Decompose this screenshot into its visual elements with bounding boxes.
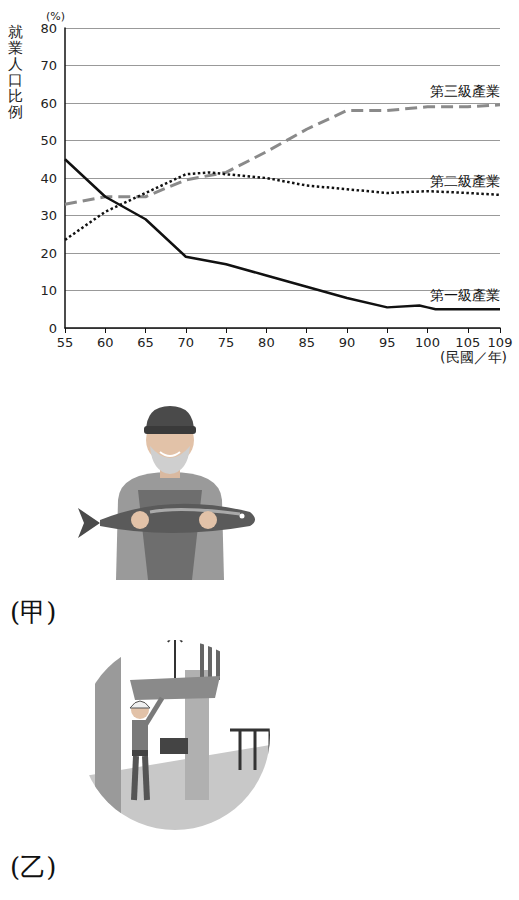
- svg-text:口: 口: [8, 71, 23, 89]
- svg-text:第一級產業: 第一級產業: [430, 287, 500, 303]
- svg-text:0: 0: [49, 321, 57, 336]
- svg-text:75: 75: [218, 335, 235, 350]
- svg-text:80: 80: [258, 335, 275, 350]
- svg-text:30: 30: [40, 208, 57, 223]
- html-text:(甲): (甲): [10, 597, 57, 627]
- svg-text:105: 105: [455, 335, 480, 350]
- svg-text:20: 20: [40, 246, 57, 261]
- svg-text:(民國／年): (民國／年): [440, 349, 507, 365]
- svg-text:90: 90: [339, 335, 356, 350]
- svg-text:40: 40: [40, 171, 57, 186]
- svg-text:第三級產業: 第三級產業: [430, 83, 500, 99]
- html-text:(乙): (乙): [10, 852, 57, 882]
- svg-text:10: 10: [40, 283, 57, 298]
- svg-text:100: 100: [415, 335, 440, 350]
- svg-text:第二級產業: 第二級產業: [430, 173, 500, 189]
- svg-text:50: 50: [40, 133, 57, 148]
- svg-text:業: 業: [8, 39, 23, 57]
- svg-text:60: 60: [40, 96, 57, 111]
- svg-text:80: 80: [40, 21, 57, 36]
- svg-text:70: 70: [178, 335, 195, 350]
- svg-text:85: 85: [298, 335, 315, 350]
- svg-text:70: 70: [40, 58, 57, 73]
- svg-text:55: 55: [57, 335, 74, 350]
- svg-text:95: 95: [379, 335, 396, 350]
- svg-text:就: 就: [8, 23, 23, 41]
- svg-text:65: 65: [137, 335, 154, 350]
- svg-text:60: 60: [97, 335, 114, 350]
- svg-text:人: 人: [8, 55, 23, 73]
- svg-text:例: 例: [8, 103, 23, 121]
- svg-text:比: 比: [8, 87, 23, 105]
- svg-text:109: 109: [488, 335, 513, 350]
